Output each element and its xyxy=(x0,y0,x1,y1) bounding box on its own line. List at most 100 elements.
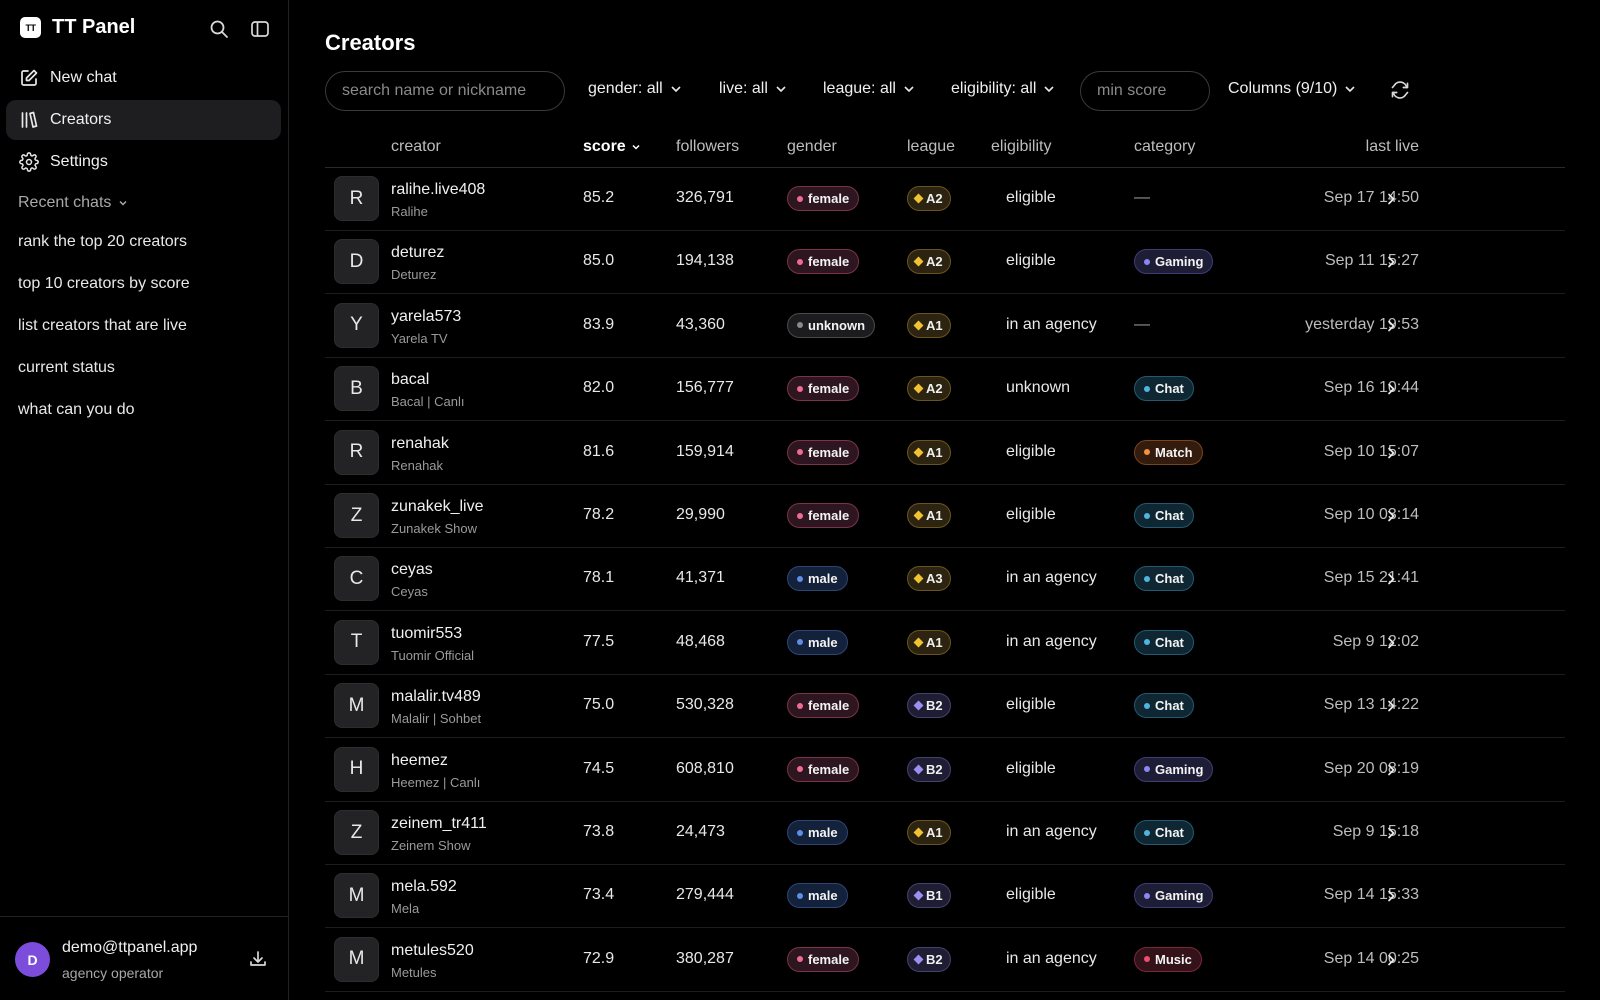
nav-label: Settings xyxy=(50,153,108,170)
category-dot xyxy=(1144,956,1150,963)
refresh-icon[interactable] xyxy=(1390,80,1410,105)
league-filter[interactable]: league: all xyxy=(823,80,916,98)
eligibility-filter[interactable]: eligibility: all xyxy=(951,80,1056,98)
min-score-input[interactable] xyxy=(1080,71,1210,111)
league-label: B2 xyxy=(926,698,943,714)
avatar[interactable]: D xyxy=(15,942,50,977)
chevron-right-icon[interactable] xyxy=(1383,445,1399,466)
filter-label: eligibility: all xyxy=(951,80,1037,97)
diamond-icon xyxy=(913,954,924,965)
recent-chat-item[interactable]: what can you do xyxy=(18,401,135,418)
category-badge: Match xyxy=(1134,439,1203,465)
user-email: demo@ttpanel.app xyxy=(62,939,198,956)
chevron-right-icon[interactable] xyxy=(1383,952,1399,973)
col-score[interactable]: score xyxy=(583,138,642,156)
league-label: A1 xyxy=(926,825,943,840)
league-label: A1 xyxy=(926,444,943,460)
recent-chats-label: Recent chats xyxy=(18,194,112,211)
brand[interactable]: TT TT Panel xyxy=(20,16,135,39)
col-creator[interactable]: creator xyxy=(391,138,441,155)
creator-nickname: Ceyas xyxy=(391,584,428,600)
chevron-right-icon[interactable] xyxy=(1383,318,1399,339)
col-eligibility[interactable]: eligibility xyxy=(991,138,1052,155)
columns-dropdown[interactable]: Columns (9/10) xyxy=(1228,80,1357,98)
recent-chat-item[interactable]: current status xyxy=(18,359,115,376)
chevron-right-icon[interactable] xyxy=(1383,254,1399,275)
creator-name: metules520 xyxy=(391,941,474,959)
category-empty: — xyxy=(1134,315,1150,333)
sidebar-toggle-icon[interactable] xyxy=(249,18,271,40)
category-label: Chat xyxy=(1155,508,1184,523)
score-cell: 73.8 xyxy=(583,823,615,840)
creator-avatar: C xyxy=(334,556,379,602)
col-category[interactable]: category xyxy=(1134,138,1196,155)
creator-avatar: M xyxy=(334,936,379,982)
gender-dot xyxy=(797,702,803,709)
diamond-icon xyxy=(913,193,924,204)
creator-avatar: M xyxy=(334,873,379,919)
col-gender[interactable]: gender xyxy=(787,138,837,155)
category-label: Chat xyxy=(1155,381,1184,397)
chevron-right-icon[interactable] xyxy=(1383,191,1399,212)
gender-filter[interactable]: gender: all xyxy=(588,80,683,98)
col-last-live[interactable]: last live xyxy=(1365,138,1419,155)
chevron-right-icon[interactable] xyxy=(1383,635,1399,656)
category-badge: Gaming xyxy=(1134,883,1214,909)
recent-chat-item[interactable]: top 10 creators by score xyxy=(18,275,190,292)
score-cell: 74.5 xyxy=(583,759,615,777)
recent-chats-header[interactable]: Recent chats xyxy=(18,194,129,212)
chevron-right-icon[interactable] xyxy=(1383,381,1399,402)
gender-label: male xyxy=(808,571,838,587)
chevron-right-icon[interactable] xyxy=(1383,698,1399,719)
gender-label: male xyxy=(808,634,838,650)
search-input[interactable] xyxy=(325,71,565,111)
nav-label: Creators xyxy=(50,111,112,128)
download-icon[interactable] xyxy=(248,949,268,974)
search-icon[interactable] xyxy=(208,18,230,40)
league-badge: B2 xyxy=(907,693,951,719)
chevron-right-icon[interactable] xyxy=(1383,508,1399,529)
chevron-right-icon[interactable] xyxy=(1383,888,1399,909)
last-live-cell: Sep 14 15:33 xyxy=(1323,886,1419,904)
nav-new-chat[interactable]: New chat xyxy=(6,58,281,98)
recent-chat-item[interactable]: rank the top 20 creators xyxy=(18,233,187,250)
followers-cell: 326,791 xyxy=(676,189,734,206)
category-empty: — xyxy=(1134,189,1150,206)
league-badge: A1 xyxy=(907,820,951,845)
category-dot xyxy=(1144,449,1150,456)
col-league[interactable]: league xyxy=(907,138,956,155)
gender-dot xyxy=(797,322,803,329)
eligibility-cell: in an agency xyxy=(1006,315,1097,333)
category-badge: Chat xyxy=(1134,629,1194,655)
nav-creators[interactable]: Creators xyxy=(6,100,281,140)
eligibility-cell: eligible xyxy=(1006,506,1056,523)
chevron-right-icon[interactable] xyxy=(1383,571,1399,592)
chevron-right-icon[interactable] xyxy=(1383,825,1399,846)
creator-nickname: Tuomir Official xyxy=(391,647,475,663)
score-cell: 85.2 xyxy=(583,189,615,206)
chevron-right-icon[interactable] xyxy=(1383,762,1399,783)
category-dot xyxy=(1144,258,1150,265)
nav-settings[interactable]: Settings xyxy=(6,142,281,182)
followers-cell: 159,914 xyxy=(676,442,734,460)
live-filter[interactable]: live: all xyxy=(719,80,788,98)
creator-avatar: M xyxy=(334,683,379,729)
library-icon xyxy=(21,111,38,128)
category-dot xyxy=(1144,639,1150,646)
gender-label: female xyxy=(808,381,850,397)
col-followers[interactable]: followers xyxy=(676,138,740,155)
recent-chat-item[interactable]: list creators that are live xyxy=(18,317,187,334)
